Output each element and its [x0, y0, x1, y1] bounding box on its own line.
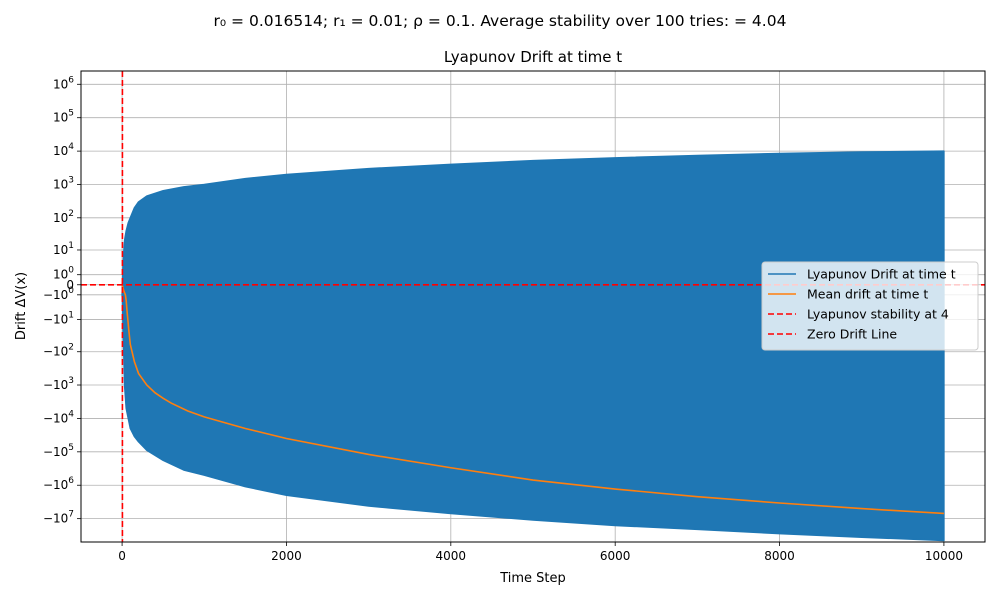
y-tick-exponent: 0	[68, 286, 74, 296]
legend-entry: Zero Drift Line	[807, 327, 897, 342]
y-tick-exponent: 3	[68, 176, 74, 186]
y-tick-label: −104	[43, 409, 74, 425]
y-tick-exponent: 3	[68, 376, 74, 386]
y-tick-exponent: 4	[68, 142, 74, 152]
chart-title: Lyapunov Drift at time t	[444, 48, 622, 66]
x-axis-label: Time Step	[499, 571, 566, 586]
y-tick-base: −10	[43, 445, 68, 459]
y-tick-base: −10	[43, 378, 68, 392]
y-tick-label: −105	[43, 443, 74, 459]
y-tick-base: −10	[43, 313, 68, 327]
y-tick-label: 103	[53, 176, 74, 192]
legend-entry: Lyapunov stability at 4	[807, 307, 949, 322]
y-tick-base: 0	[66, 278, 74, 292]
series-mean-drift	[121, 284, 944, 515]
y-tick-exponent: 4	[68, 409, 74, 419]
y-tick-label: 101	[53, 241, 74, 257]
y-tick-base: −10	[43, 288, 68, 302]
legend-entry: Lyapunov Drift at time t	[807, 267, 956, 282]
y-tick-exponent: 5	[68, 109, 74, 119]
legend-box	[761, 261, 979, 351]
y-tick-exponent: 0	[68, 266, 74, 276]
y-tick-label: 100	[53, 266, 74, 282]
x-axis-ticks: 0 2000 4000 6000 8000 10000	[118, 542, 963, 563]
y-tick-base: 10	[53, 111, 68, 125]
y-tick-base: −10	[43, 345, 68, 359]
y-tick-exponent: 1	[68, 311, 74, 321]
y-tick-base: 10	[53, 178, 68, 192]
reference-lines	[81, 71, 985, 542]
y-tick-exponent: 6	[68, 476, 74, 486]
y-tick-label: −100	[43, 286, 74, 302]
y-tick-label: 104	[53, 142, 74, 158]
legend-entry: Mean drift at time t	[807, 287, 928, 302]
y-tick-base: 10	[53, 77, 68, 91]
y-tick-base: 10	[53, 243, 68, 257]
y-tick-label: −106	[43, 476, 74, 492]
y-tick-label: −103	[43, 376, 74, 392]
x-tick-label: 0	[118, 549, 126, 563]
figure-suptitle: r₀ = 0.016514; r₁ = 0.01; ρ = 0.1. Avera…	[214, 12, 787, 30]
y-tick-base: 10	[53, 268, 68, 282]
y-tick-label: 105	[53, 109, 74, 125]
legend: Lyapunov Drift at time t Mean drift at ti…	[761, 261, 979, 351]
y-tick-exponent: 5	[68, 443, 74, 453]
plot-frame	[80, 70, 986, 543]
y-tick-label: −107	[43, 510, 74, 526]
y-tick-exponent: 6	[68, 75, 74, 85]
y-tick-label: 0	[66, 278, 74, 292]
y-tick-exponent: 1	[68, 241, 74, 251]
y-tick-label: −102	[43, 343, 74, 359]
y-tick-exponent: 2	[68, 209, 74, 219]
y-tick-base: 10	[53, 211, 68, 225]
y-axis-ticks: 1061051041031021011000−100−101−102−103−1…	[43, 75, 81, 526]
x-tick-label: 4000	[436, 549, 467, 563]
y-tick-label: 102	[53, 209, 74, 225]
y-tick-base: −10	[43, 512, 68, 526]
y-tick-exponent: 2	[68, 343, 74, 353]
y-tick-base: 10	[53, 144, 68, 158]
x-tick-label: 8000	[764, 549, 795, 563]
y-tick-label: −101	[43, 311, 74, 327]
y-tick-base: −10	[43, 478, 68, 492]
y-axis-label: Drift ΔV(x)	[14, 272, 29, 340]
x-tick-label: 10000	[925, 549, 963, 563]
y-tick-base: −10	[43, 411, 68, 425]
y-tick-exponent: 7	[68, 510, 74, 520]
x-tick-label: 2000	[271, 549, 302, 563]
y-tick-label: 106	[53, 75, 74, 91]
x-tick-label: 6000	[600, 549, 631, 563]
